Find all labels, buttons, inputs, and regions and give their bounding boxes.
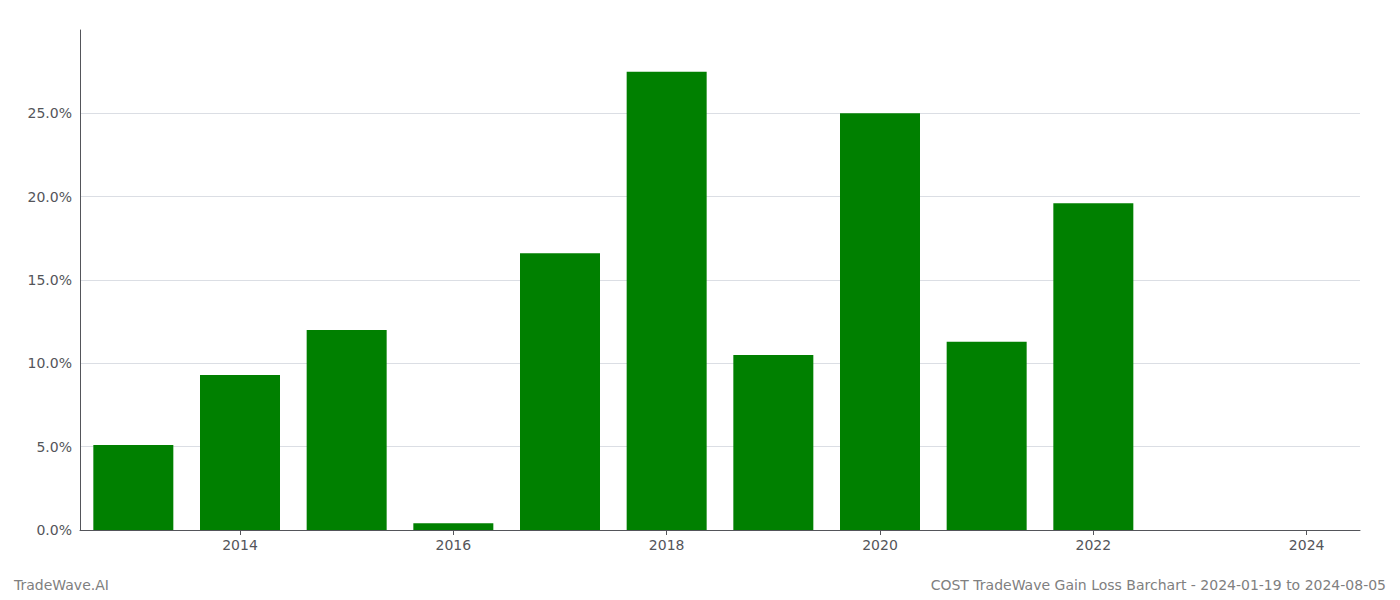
svg-text:0.0%: 0.0% xyxy=(36,522,72,538)
svg-text:20.0%: 20.0% xyxy=(28,189,72,205)
svg-text:COST TradeWave Gain Loss Barch: COST TradeWave Gain Loss Barchart - 2024… xyxy=(931,577,1386,593)
svg-text:2016: 2016 xyxy=(436,537,472,553)
svg-text:25.0%: 25.0% xyxy=(28,105,72,121)
svg-text:2014: 2014 xyxy=(222,537,258,553)
svg-text:2020: 2020 xyxy=(862,537,898,553)
svg-text:2024: 2024 xyxy=(1289,537,1325,553)
svg-text:5.0%: 5.0% xyxy=(36,439,72,455)
svg-text:10.0%: 10.0% xyxy=(28,355,72,371)
svg-text:TradeWave.AI: TradeWave.AI xyxy=(13,577,109,593)
svg-text:2018: 2018 xyxy=(649,537,685,553)
svg-text:2022: 2022 xyxy=(1076,537,1112,553)
svg-text:15.0%: 15.0% xyxy=(28,272,72,288)
